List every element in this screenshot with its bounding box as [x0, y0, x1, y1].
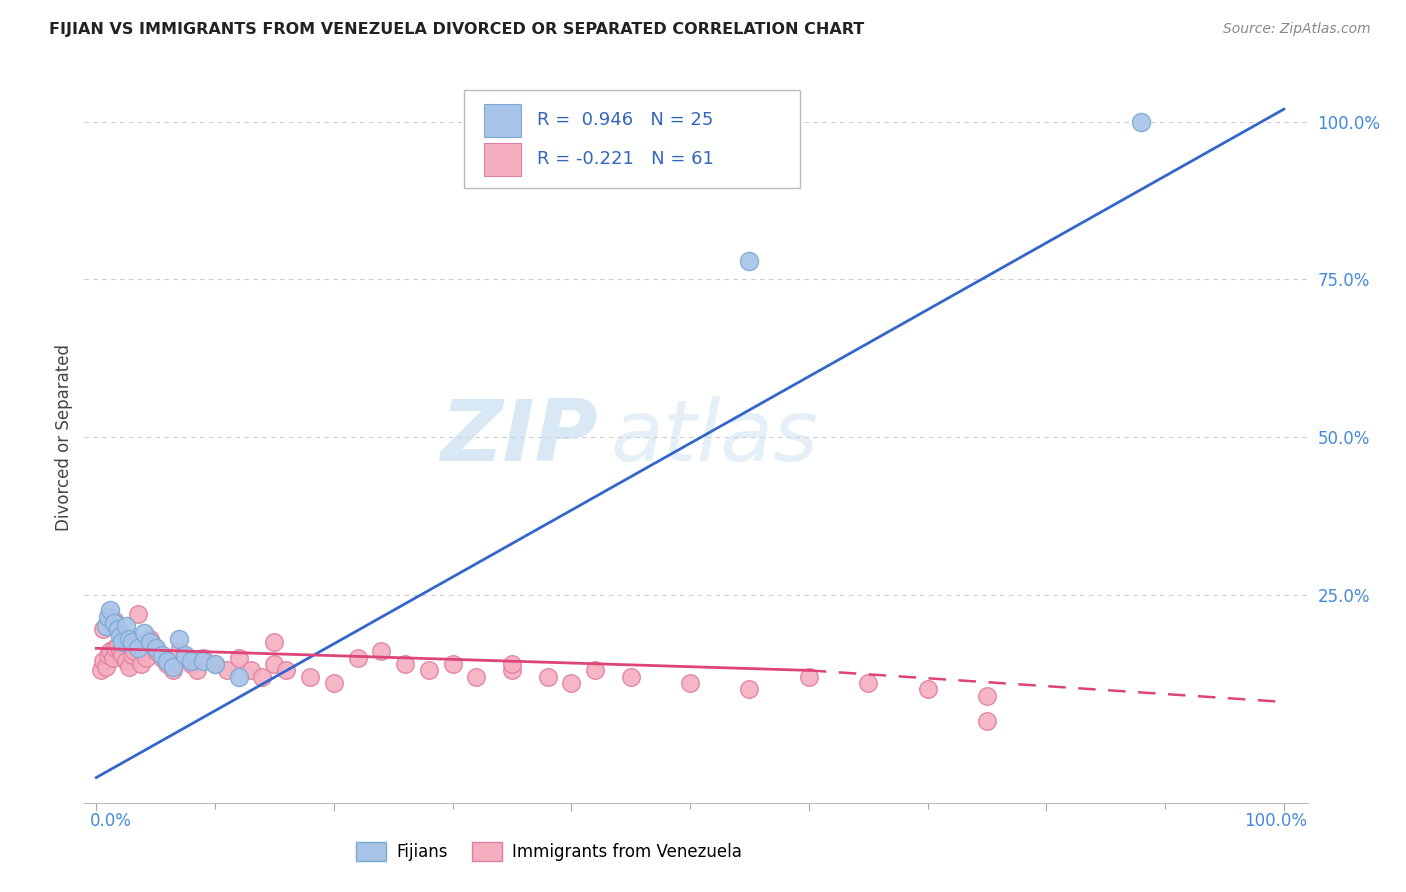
Point	[186, 664, 208, 678]
Point	[156, 654, 179, 668]
Point	[679, 676, 702, 690]
Point	[127, 641, 149, 656]
Point	[162, 660, 184, 674]
Text: ZIP: ZIP	[440, 395, 598, 479]
Text: 0.0%: 0.0%	[90, 813, 132, 830]
Point	[465, 670, 488, 684]
Point	[204, 657, 226, 671]
Point	[298, 670, 321, 684]
Point	[976, 714, 998, 728]
Bar	[484, 104, 522, 137]
Point	[132, 644, 155, 658]
Point	[620, 670, 643, 684]
Point	[228, 650, 250, 665]
Point	[97, 609, 120, 624]
Text: FIJIAN VS IMMIGRANTS FROM VENEZUELA DIVORCED OR SEPARATED CORRELATION CHART: FIJIAN VS IMMIGRANTS FROM VENEZUELA DIVO…	[49, 22, 865, 37]
Point	[215, 664, 238, 678]
Y-axis label: Divorced or Separated: Divorced or Separated	[55, 343, 73, 531]
Point	[239, 664, 262, 678]
Point	[100, 644, 122, 658]
Point	[100, 603, 122, 617]
Point	[118, 660, 141, 674]
Point	[107, 638, 129, 652]
Point	[103, 616, 125, 631]
Point	[150, 650, 173, 665]
Text: R =  0.946   N = 25: R = 0.946 N = 25	[537, 112, 713, 129]
Text: Source: ZipAtlas.com: Source: ZipAtlas.com	[1223, 22, 1371, 37]
Bar	[484, 143, 522, 176]
Point	[145, 641, 167, 656]
Point	[322, 676, 344, 690]
Point	[917, 682, 939, 697]
Point	[103, 613, 125, 627]
Point	[132, 625, 155, 640]
Point	[441, 657, 464, 671]
Point	[394, 657, 416, 671]
Point	[115, 654, 138, 668]
FancyBboxPatch shape	[464, 90, 800, 188]
Point	[276, 664, 298, 678]
Point	[191, 650, 214, 665]
Point	[104, 641, 127, 656]
Point	[150, 648, 173, 662]
Point	[107, 623, 129, 637]
Point	[180, 657, 202, 671]
Point	[111, 635, 134, 649]
Point	[138, 635, 160, 649]
Legend: Fijians, Immigrants from Venezuela: Fijians, Immigrants from Venezuela	[349, 835, 749, 868]
Point	[93, 654, 115, 668]
Point	[111, 648, 134, 662]
Point	[204, 657, 226, 671]
Point	[228, 670, 250, 684]
Point	[346, 650, 368, 665]
Point	[93, 623, 115, 637]
Text: R = -0.221   N = 61: R = -0.221 N = 61	[537, 150, 714, 168]
Point	[131, 657, 153, 671]
Point	[162, 664, 184, 678]
Point	[560, 676, 582, 690]
Point	[797, 670, 820, 684]
Point	[738, 682, 761, 697]
Point	[174, 650, 197, 665]
Point	[370, 644, 392, 658]
Point	[856, 676, 879, 690]
Point	[169, 632, 191, 646]
Point	[122, 644, 145, 658]
Point	[135, 650, 157, 665]
Point	[121, 635, 143, 649]
Point	[138, 632, 160, 646]
Point	[536, 670, 558, 684]
Point	[174, 648, 197, 662]
Point	[156, 657, 179, 671]
Point	[101, 650, 124, 665]
Text: 100.0%: 100.0%	[1244, 813, 1308, 830]
Point	[418, 664, 440, 678]
Point	[94, 660, 117, 674]
Point	[118, 632, 141, 646]
Point	[121, 648, 143, 662]
Point	[263, 635, 285, 649]
Point	[976, 689, 998, 703]
Point	[108, 644, 131, 658]
Point	[108, 629, 131, 643]
Point	[252, 670, 274, 684]
Point	[115, 619, 138, 633]
Point	[738, 253, 761, 268]
Point	[142, 638, 165, 652]
Point	[94, 619, 117, 633]
Point	[127, 638, 149, 652]
Point	[169, 644, 191, 658]
Point	[180, 654, 202, 668]
Text: atlas: atlas	[610, 395, 818, 479]
Point	[90, 664, 112, 678]
Point	[127, 607, 149, 621]
Point	[501, 657, 523, 671]
Point	[263, 657, 285, 671]
Point	[1130, 115, 1153, 129]
Point	[501, 664, 523, 678]
Point	[145, 644, 167, 658]
Point	[191, 654, 214, 668]
Point	[583, 664, 606, 678]
Point	[97, 648, 120, 662]
